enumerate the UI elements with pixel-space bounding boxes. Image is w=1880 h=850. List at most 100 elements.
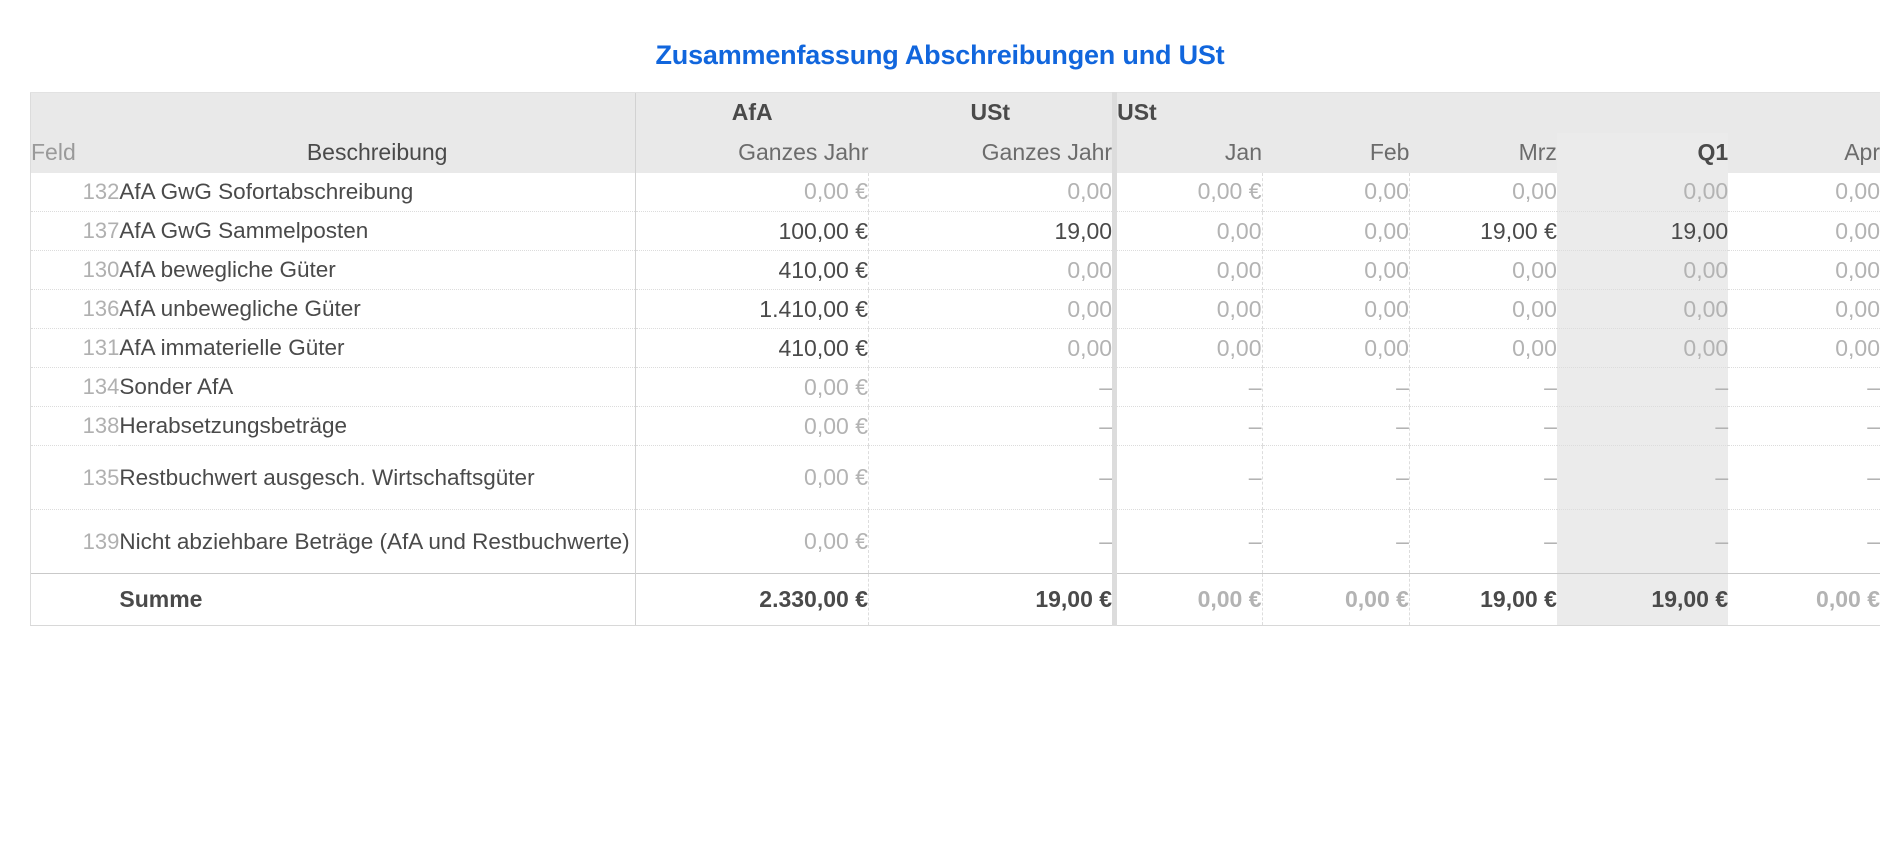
cell-beschreibung: Sonder AfA bbox=[119, 367, 636, 407]
cell-mrz: 0,00 bbox=[1408, 289, 1557, 329]
cell-q1: 0,00 bbox=[1556, 250, 1729, 290]
cell-apr: – bbox=[1728, 445, 1880, 510]
total-cell-q1: 19,00 € bbox=[1556, 573, 1729, 626]
column-header-feb[interactable]: Feb bbox=[1262, 132, 1410, 173]
column-header-afa-ganzes-jahr[interactable]: Ganzes Jahr bbox=[634, 132, 869, 173]
cell-q1: 0,00 bbox=[1556, 289, 1729, 329]
cell-mrz: 0,00 bbox=[1408, 250, 1557, 290]
column-header-mrz[interactable]: Mrz bbox=[1409, 132, 1557, 173]
cell-apr: – bbox=[1728, 509, 1880, 574]
cell-ust-ganzes-jahr: 0,00 bbox=[867, 250, 1115, 290]
cell-feld: 138 bbox=[30, 406, 120, 446]
group-header-afa: AfA bbox=[634, 92, 869, 133]
cell-jan: 0,00 bbox=[1112, 289, 1263, 329]
total-cell-feld bbox=[30, 573, 120, 626]
cell-apr: 0,00 bbox=[1728, 250, 1880, 290]
cell-apr: – bbox=[1728, 367, 1880, 407]
table-row[interactable]: 132 AfA GwG Sofortabschreibung 0,00 €0,00 0… bbox=[30, 172, 1880, 212]
cell-feld: 137 bbox=[30, 211, 120, 251]
cell-q1: – bbox=[1556, 509, 1729, 574]
cell-mrz: 0,00 bbox=[1408, 172, 1557, 212]
column-header-q1[interactable]: Q1 bbox=[1556, 132, 1729, 173]
cell-ust-ganzes-jahr: – bbox=[867, 406, 1115, 446]
table-row[interactable]: 135 Restbuchwert ausgesch. Wirtschaftsgüt… bbox=[30, 445, 1880, 510]
cell-afa-ganzes-jahr: 0,00 € bbox=[634, 445, 869, 510]
column-header-apr[interactable]: Apr bbox=[1728, 132, 1880, 173]
column-header-beschreibung[interactable]: Beschreibung bbox=[119, 132, 636, 173]
total-label: Summe bbox=[119, 573, 636, 626]
cell-afa-ganzes-jahr: 0,00 € bbox=[634, 367, 869, 407]
total-cell-jan: 0,00 € bbox=[1112, 573, 1263, 626]
cell-mrz: – bbox=[1408, 406, 1557, 446]
cell-apr: 0,00 bbox=[1728, 289, 1880, 329]
summary-table-container: AfA USt USt Feld Beschreibung Ganzes Jah… bbox=[30, 92, 1880, 626]
table-row[interactable]: 139 Nicht abziehbare Beträge (AfA und Res… bbox=[30, 509, 1880, 574]
cell-feb: – bbox=[1261, 509, 1410, 574]
table-row[interactable]: 130 AfA bewegliche Güter 410,00 €0,00 0,00 0… bbox=[30, 250, 1880, 290]
cell-apr: 0,00 bbox=[1728, 328, 1880, 368]
cell-q1: – bbox=[1556, 406, 1729, 446]
table-total-row: Summe 2.330,00 €19,00 €0,00 €0,00 €19,00 … bbox=[30, 573, 1880, 626]
table-row[interactable]: 138 Herabsetzungsbeträge 0,00 € – – – – – – bbox=[30, 406, 1880, 446]
table-header: AfA USt USt Feld Beschreibung Ganzes Jah… bbox=[30, 92, 1880, 173]
cell-feld: 139 bbox=[30, 509, 120, 574]
cell-feld: 131 bbox=[30, 328, 120, 368]
table-row[interactable]: 136 AfA unbewegliche Güter 1.410,00 €0,00 0… bbox=[30, 289, 1880, 329]
table-row[interactable]: 131 AfA immaterielle Güter 410,00 €0,00 0,0… bbox=[30, 328, 1880, 368]
cell-feb: – bbox=[1261, 367, 1410, 407]
total-cell-afa-ganzes-jahr: 2.330,00 € bbox=[634, 573, 869, 626]
cell-jan: 0,00 bbox=[1112, 328, 1263, 368]
cell-jan: – bbox=[1112, 406, 1263, 446]
cell-jan: – bbox=[1112, 445, 1263, 510]
cell-ust-ganzes-jahr: 0,00 bbox=[867, 328, 1115, 368]
cell-beschreibung: Restbuchwert ausgesch. Wirtschaftsgüter bbox=[119, 445, 636, 510]
total-cell-ust-ganzes-jahr: 19,00 € bbox=[867, 573, 1115, 626]
cell-feb: 0,00 bbox=[1261, 250, 1410, 290]
cell-beschreibung: Nicht abziehbare Beträge (AfA und Restbu… bbox=[119, 509, 636, 574]
summary-table: AfA USt USt Feld Beschreibung Ganzes Jah… bbox=[30, 92, 1880, 626]
cell-beschreibung: AfA GwG Sammelposten bbox=[119, 211, 636, 251]
cell-ust-ganzes-jahr: 0,00 bbox=[867, 172, 1115, 212]
column-header-jan[interactable]: Jan bbox=[1112, 132, 1263, 173]
cell-feld: 135 bbox=[30, 445, 120, 510]
total-cell-feb: 0,00 € bbox=[1261, 573, 1410, 626]
cell-feb: 0,00 bbox=[1261, 289, 1410, 329]
cell-q1: – bbox=[1556, 367, 1729, 407]
cell-jan: 0,00 bbox=[1112, 211, 1263, 251]
cell-mrz: – bbox=[1408, 367, 1557, 407]
cell-afa-ganzes-jahr: 410,00 € bbox=[634, 250, 869, 290]
cell-q1: 0,00 bbox=[1556, 172, 1729, 212]
cell-afa-ganzes-jahr: 0,00 € bbox=[634, 509, 869, 574]
cell-jan: – bbox=[1112, 509, 1263, 574]
cell-beschreibung: Herabsetzungsbeträge bbox=[119, 406, 636, 446]
column-header-ust-ganzes-jahr[interactable]: Ganzes Jahr bbox=[868, 132, 1115, 173]
cell-feld: 130 bbox=[30, 250, 120, 290]
cell-jan: – bbox=[1112, 367, 1263, 407]
cell-ust-ganzes-jahr: 0,00 bbox=[867, 289, 1115, 329]
cell-beschreibung: AfA unbewegliche Güter bbox=[119, 289, 636, 329]
cell-feld: 134 bbox=[30, 367, 120, 407]
total-cell-apr: 0,00 € bbox=[1728, 573, 1880, 626]
cell-beschreibung: AfA GwG Sofortabschreibung bbox=[119, 172, 636, 212]
table-column-header-row: Feld Beschreibung Ganzes Jahr Ganzes Jah… bbox=[30, 132, 1880, 173]
cell-afa-ganzes-jahr: 410,00 € bbox=[634, 328, 869, 368]
cell-beschreibung: AfA immaterielle Güter bbox=[119, 328, 636, 368]
cell-q1: – bbox=[1556, 445, 1729, 510]
table-row[interactable]: 137 AfA GwG Sammelposten 100,00 €19,00 0,00… bbox=[30, 211, 1880, 251]
table-group-header-row: AfA USt USt bbox=[30, 92, 1880, 133]
cell-apr: 0,00 bbox=[1728, 211, 1880, 251]
cell-feb: 0,00 bbox=[1261, 172, 1410, 212]
column-header-feld[interactable]: Feld bbox=[30, 132, 120, 173]
cell-feb: – bbox=[1261, 445, 1410, 510]
group-header-blank bbox=[30, 92, 636, 133]
table-row[interactable]: 134 Sonder AfA 0,00 € – – – – – – bbox=[30, 367, 1880, 407]
table-body: 132 AfA GwG Sofortabschreibung 0,00 €0,00 0… bbox=[30, 172, 1880, 626]
cell-afa-ganzes-jahr: 100,00 € bbox=[634, 211, 869, 251]
cell-apr: – bbox=[1728, 406, 1880, 446]
cell-jan: 0,00 bbox=[1112, 250, 1263, 290]
cell-feld: 132 bbox=[30, 172, 120, 212]
cell-afa-ganzes-jahr: 0,00 € bbox=[634, 172, 869, 212]
cell-ust-ganzes-jahr: 19,00 bbox=[867, 211, 1115, 251]
cell-feb: – bbox=[1261, 406, 1410, 446]
